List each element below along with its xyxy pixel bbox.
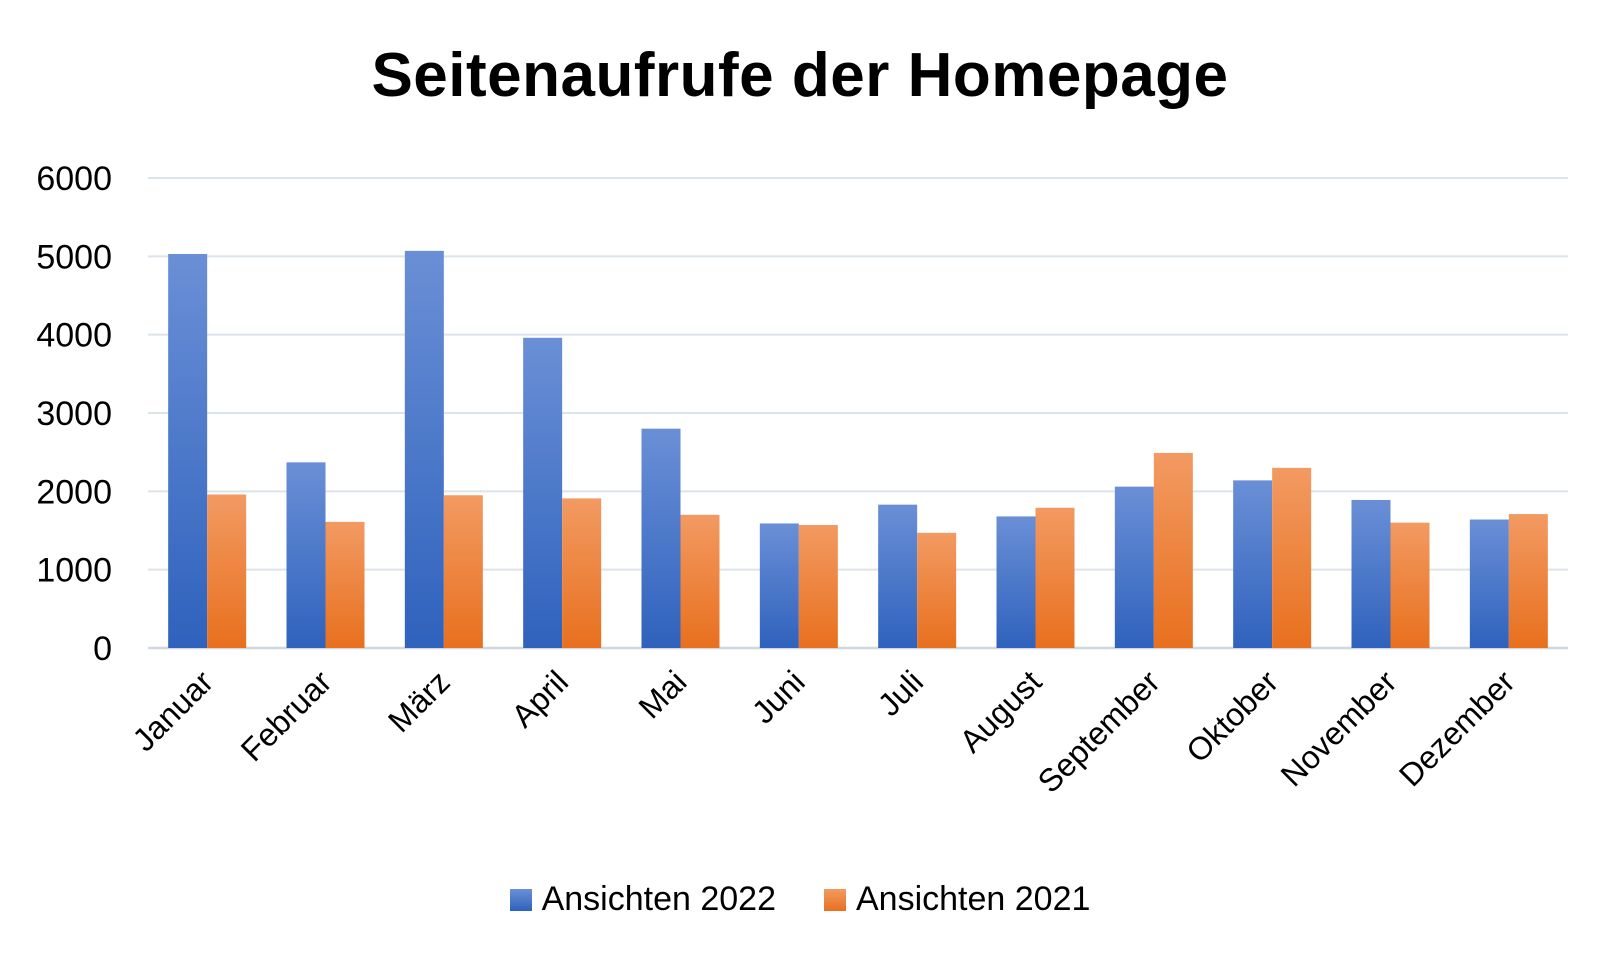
y-tick-label: 5000	[36, 238, 112, 276]
x-tick-label: November	[1274, 663, 1404, 793]
x-tick-label: September	[1031, 663, 1167, 799]
bar-2021-juli	[917, 532, 957, 648]
bars	[168, 250, 1548, 648]
y-tick-label: 6000	[36, 160, 112, 198]
bar-2022-september	[1114, 486, 1154, 648]
x-tick-label: Dezember	[1392, 663, 1522, 793]
legend-item-2021: Ansichten 2021	[824, 880, 1090, 919]
x-tick-label: April	[504, 663, 575, 734]
y-tick-label: 0	[93, 630, 112, 668]
bar-2021-februar	[325, 521, 365, 648]
x-tick-label: Juli	[871, 663, 930, 722]
bar-2022-april	[523, 337, 563, 648]
gridlines	[148, 177, 1568, 650]
bar-2021-märz	[443, 495, 483, 648]
bar-2022-juli	[878, 504, 918, 648]
bar-2021-november	[1390, 522, 1430, 648]
bar-2021-januar	[207, 494, 247, 648]
bar-2021-september	[1153, 452, 1193, 648]
x-tick-label: August	[953, 663, 1049, 759]
bar-2022-juni	[759, 523, 799, 648]
bar-2021-dezember	[1508, 514, 1548, 648]
y-axis-ticks: 0 1000 2000 3000 4000 5000 6000	[36, 160, 112, 668]
y-tick-label: 4000	[36, 317, 112, 355]
legend-item-2022: Ansichten 2022	[509, 880, 776, 919]
bar-2022-märz	[404, 250, 444, 648]
x-tick-label: Oktober	[1179, 663, 1285, 769]
x-tick-label: Februar	[234, 663, 339, 768]
x-tick-label: Juni	[745, 663, 812, 730]
legend-swatch-2022	[509, 888, 532, 911]
bar-2021-august	[1035, 507, 1075, 648]
x-tick-label: Mai	[632, 663, 694, 725]
chart-title: Seitenaufrufe der Homepage	[371, 41, 1229, 110]
bar-2021-april	[562, 498, 602, 648]
bar-2021-mai	[680, 514, 720, 648]
bar-2022-oktober	[1233, 480, 1273, 648]
bar-2022-november	[1351, 499, 1391, 648]
bar-2022-august	[996, 516, 1036, 648]
y-tick-label: 2000	[36, 473, 112, 511]
x-tick-label: Januar	[125, 663, 220, 758]
legend-label-2021: Ansichten 2021	[856, 880, 1091, 918]
legend-swatch-2021	[824, 888, 846, 911]
bar-2021-oktober	[1272, 467, 1312, 648]
y-tick-label: 1000	[36, 552, 112, 590]
x-tick-label: März	[381, 663, 457, 739]
legend-label-2022: Ansichten 2022	[541, 880, 776, 918]
bar-2021-juni	[798, 525, 838, 648]
legend: Ansichten 2022 Ansichten 2021	[0, 880, 1600, 919]
x-axis-ticks: Januar Februar März April Mai Juni Juli AugustS…	[125, 663, 1522, 799]
bar-2022-januar	[168, 253, 208, 648]
bar-2022-februar	[286, 462, 326, 648]
bar-2022-mai	[641, 428, 681, 648]
y-tick-label: 3000	[36, 395, 112, 433]
bar-2022-dezember	[1469, 519, 1509, 648]
